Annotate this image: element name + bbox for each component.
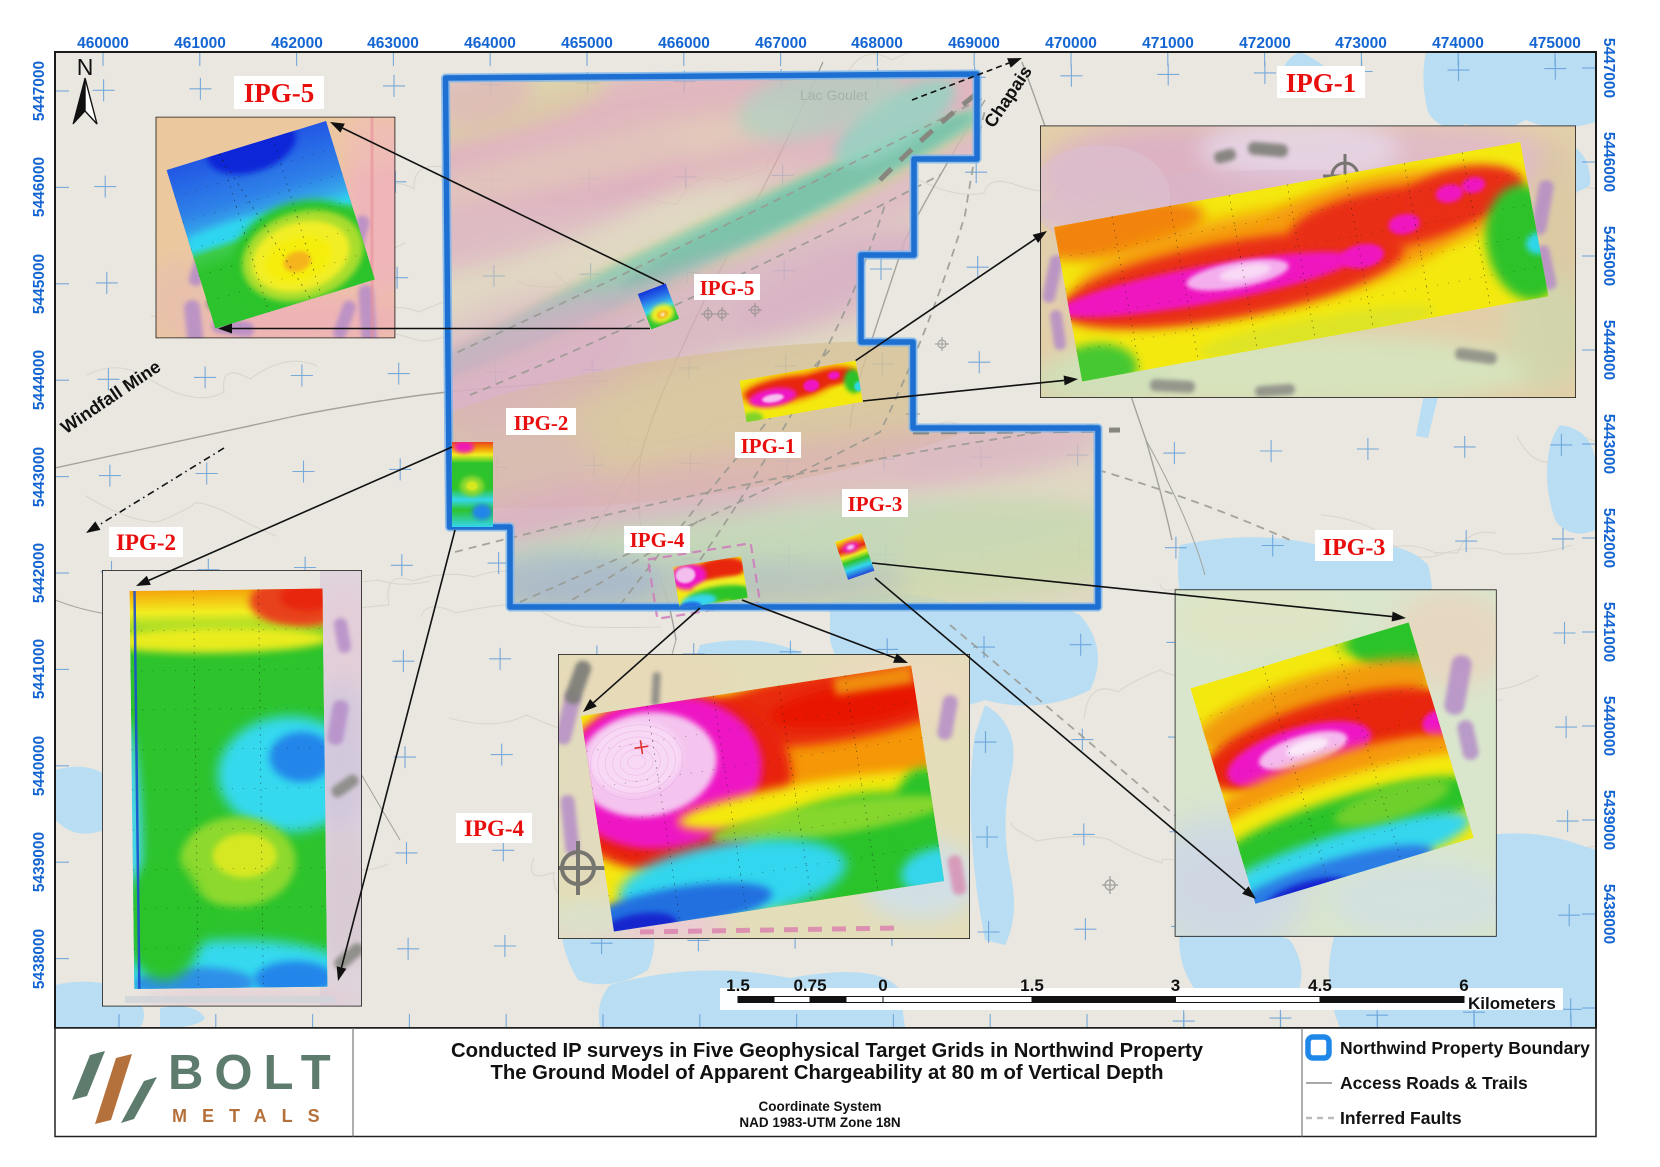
svg-text:466000: 466000: [658, 35, 710, 52]
svg-text:5442000: 5442000: [1600, 508, 1617, 568]
svg-text:464000: 464000: [464, 35, 516, 52]
svg-text:Lac Goulet: Lac Goulet: [800, 87, 868, 103]
svg-text:METALS: METALS: [172, 1106, 335, 1126]
svg-text:6: 6: [1459, 976, 1468, 995]
svg-text:0.75: 0.75: [793, 976, 826, 995]
svg-text:468000: 468000: [851, 35, 903, 52]
svg-text:461000: 461000: [174, 35, 226, 52]
svg-text:472000: 472000: [1239, 35, 1291, 52]
svg-text:474000: 474000: [1432, 35, 1484, 52]
svg-text:IPG-2: IPG-2: [514, 411, 569, 435]
svg-text:465000: 465000: [561, 35, 613, 52]
svg-text:5440000: 5440000: [31, 736, 48, 796]
svg-text:467000: 467000: [755, 35, 807, 52]
svg-text:5446000: 5446000: [1600, 132, 1617, 192]
svg-text:N: N: [77, 54, 94, 80]
svg-text:5447000: 5447000: [1600, 38, 1617, 98]
svg-text:473000: 473000: [1335, 35, 1387, 52]
svg-text:IPG-3: IPG-3: [848, 492, 903, 516]
svg-text:Coordinate System: Coordinate System: [758, 1099, 881, 1114]
svg-text:5447000: 5447000: [31, 61, 48, 121]
svg-text:5445000: 5445000: [31, 254, 48, 314]
svg-text:463000: 463000: [367, 35, 419, 52]
svg-text:5441000: 5441000: [31, 639, 48, 699]
svg-text:470000: 470000: [1045, 35, 1097, 52]
svg-text:471000: 471000: [1142, 35, 1194, 52]
svg-text:1.5: 1.5: [726, 976, 750, 995]
svg-text:Kilometers: Kilometers: [1468, 994, 1556, 1013]
svg-text:5443000: 5443000: [31, 447, 48, 507]
svg-text:NAD 1983-UTM Zone 18N: NAD 1983-UTM Zone 18N: [739, 1115, 900, 1130]
svg-text:Northwind Property Boundary: Northwind Property Boundary: [1340, 1038, 1590, 1058]
svg-text:1.5: 1.5: [1020, 976, 1044, 995]
svg-text:5445000: 5445000: [1600, 226, 1617, 286]
svg-text:IPG-4: IPG-4: [464, 816, 525, 841]
svg-text:5441000: 5441000: [1600, 602, 1617, 662]
svg-text:3: 3: [1171, 976, 1180, 995]
svg-text:460000: 460000: [77, 35, 129, 52]
svg-text:469000: 469000: [948, 35, 1000, 52]
svg-text:IPG-5: IPG-5: [244, 78, 315, 108]
svg-text:5444000: 5444000: [31, 350, 48, 410]
svg-text:Conducted IP surveys in Five G: Conducted IP surveys in Five Geophysical…: [451, 1040, 1204, 1062]
svg-text:5438000: 5438000: [31, 929, 48, 989]
svg-text:4.5: 4.5: [1308, 976, 1332, 995]
svg-text:IPG-2: IPG-2: [116, 530, 176, 555]
svg-text:The Ground Model of Apparent C: The Ground Model of Apparent Chargeabili…: [490, 1062, 1163, 1084]
svg-text:5446000: 5446000: [31, 157, 48, 217]
svg-text:5439000: 5439000: [31, 832, 48, 892]
svg-text:IPG-1: IPG-1: [741, 434, 796, 458]
svg-text:IPG-4: IPG-4: [630, 528, 685, 552]
svg-text:Access Roads & Trails: Access Roads & Trails: [1340, 1073, 1528, 1093]
svg-text:5444000: 5444000: [1600, 320, 1617, 380]
svg-text:5442000: 5442000: [31, 543, 48, 603]
svg-text:IPG-1: IPG-1: [1286, 68, 1357, 98]
svg-text:5440000: 5440000: [1600, 696, 1617, 756]
svg-text:462000: 462000: [271, 35, 323, 52]
svg-text:5438000: 5438000: [1600, 884, 1617, 944]
svg-text:0: 0: [878, 976, 887, 995]
svg-text:IPG-3: IPG-3: [1323, 535, 1386, 561]
svg-text:Inferred Faults: Inferred Faults: [1340, 1108, 1462, 1128]
svg-text:IPG-5: IPG-5: [700, 276, 755, 300]
svg-text:475000: 475000: [1529, 35, 1581, 52]
svg-text:5439000: 5439000: [1600, 790, 1617, 850]
svg-text:5443000: 5443000: [1600, 414, 1617, 474]
svg-text:BOLT: BOLT: [168, 1046, 342, 1100]
